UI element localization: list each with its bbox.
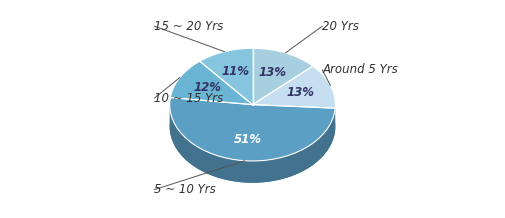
Text: 12%: 12%: [193, 81, 222, 94]
Polygon shape: [252, 66, 335, 108]
Polygon shape: [199, 48, 252, 105]
Text: 15 ~ 20 Yrs: 15 ~ 20 Yrs: [155, 20, 224, 33]
Polygon shape: [252, 48, 313, 105]
Text: 11%: 11%: [221, 65, 249, 78]
Polygon shape: [170, 98, 335, 161]
Text: 51%: 51%: [234, 133, 262, 146]
Ellipse shape: [170, 70, 335, 183]
Text: 10 ~ 15 Yrs: 10 ~ 15 Yrs: [155, 92, 224, 105]
Text: Around 5 Yrs: Around 5 Yrs: [322, 63, 398, 76]
Text: 13%: 13%: [259, 66, 287, 79]
Polygon shape: [170, 105, 335, 183]
Ellipse shape: [170, 48, 335, 161]
Text: 13%: 13%: [287, 86, 315, 99]
Text: 5 ~ 10 Yrs: 5 ~ 10 Yrs: [155, 183, 216, 196]
Polygon shape: [170, 61, 252, 105]
Text: 20 Yrs: 20 Yrs: [322, 20, 359, 33]
